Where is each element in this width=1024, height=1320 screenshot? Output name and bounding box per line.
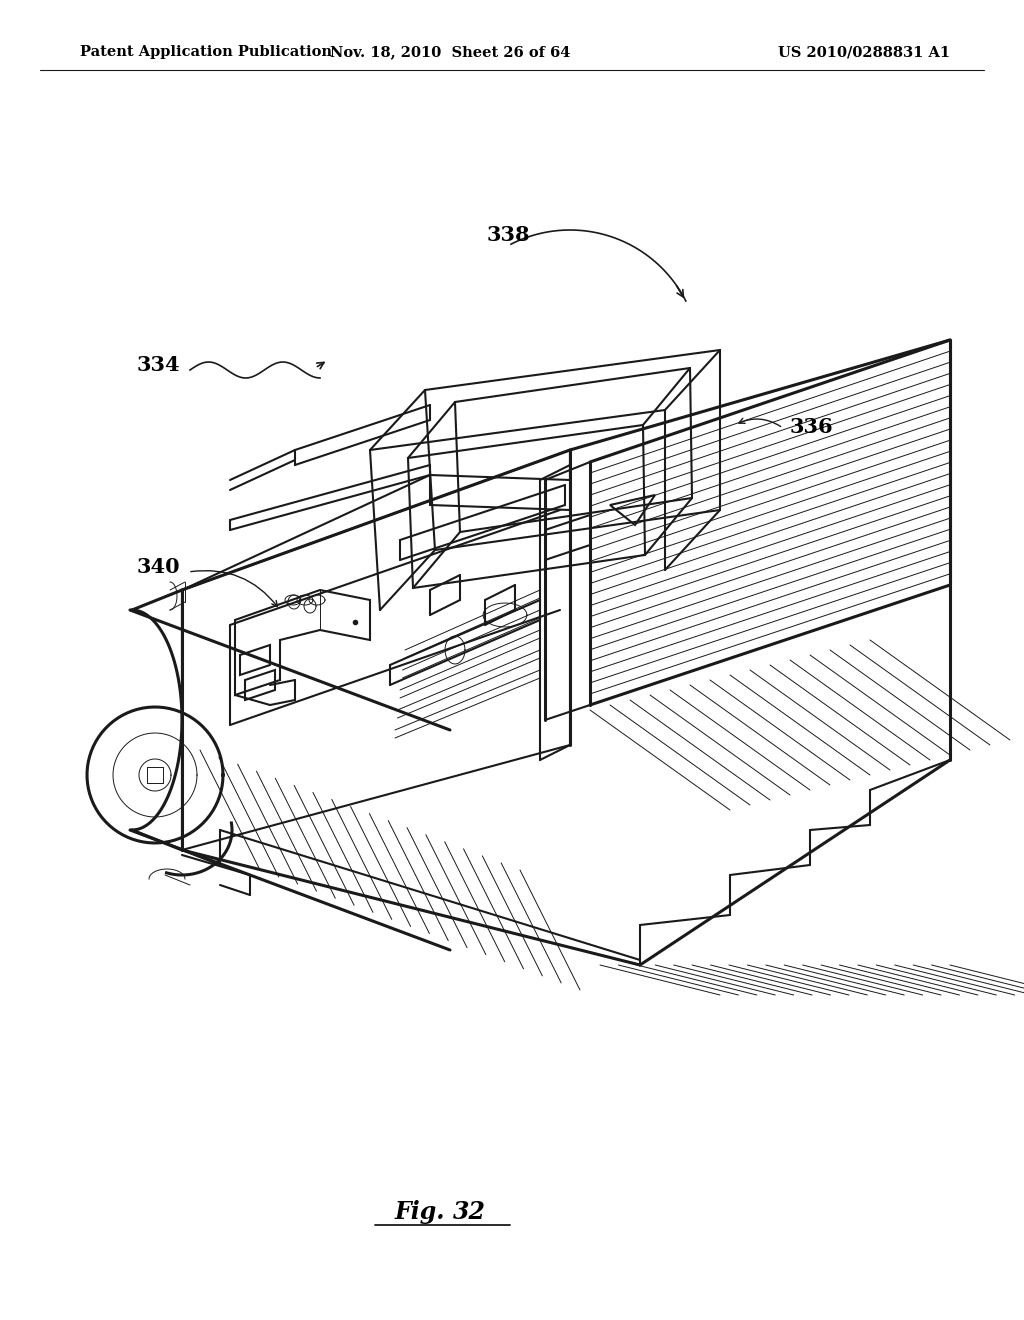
Text: Nov. 18, 2010  Sheet 26 of 64: Nov. 18, 2010 Sheet 26 of 64 <box>330 45 570 59</box>
Text: US 2010/0288831 A1: US 2010/0288831 A1 <box>778 45 950 59</box>
Text: 336: 336 <box>790 417 834 437</box>
Text: 32: 32 <box>453 1200 486 1224</box>
Text: Fig.: Fig. <box>394 1200 445 1224</box>
Text: 338: 338 <box>486 224 529 246</box>
Text: 340: 340 <box>136 557 180 577</box>
Text: 334: 334 <box>136 355 180 375</box>
Text: Patent Application Publication: Patent Application Publication <box>80 45 332 59</box>
